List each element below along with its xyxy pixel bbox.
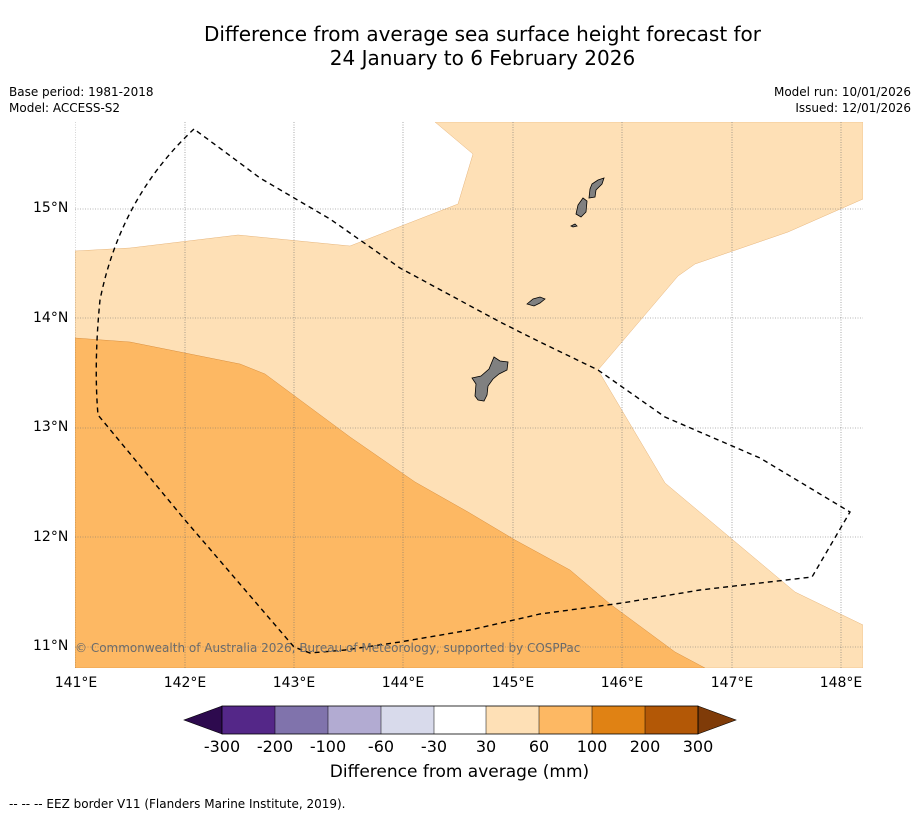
colorbar-tick: -100 [309,737,347,756]
model-run: Model run: 10/01/2026 [773,85,911,99]
island-rota [526,296,546,307]
lat-label: 12°N [33,529,69,545]
chart-title: Difference from average sea surface heig… [0,22,919,70]
colorbar-bin-8 [592,706,645,734]
meta-left: Base period: 1981-2018 Model: ACCESS-S2 [9,84,154,116]
island-saipan [588,177,605,199]
lon-label: 144°E [381,675,425,691]
colorbar-bin-1 [222,706,275,734]
anomaly-region-60-100 [75,337,706,668]
colorbar-tick: 200 [629,737,661,756]
colorbar-bin-5 [434,706,486,734]
lon-label: 143°E [272,675,316,691]
lon-label: 148°E [819,675,863,691]
colorbar-tick: 300 [682,737,714,756]
colorbar-bin-2 [275,706,328,734]
colorbar-dividers [274,706,646,734]
lon-label: 147°E [710,675,754,691]
colorbar-tick: 60 [528,737,550,756]
colorbar-tick: -60 [367,737,395,756]
island-tinian [575,197,588,218]
colorbar-tick: 100 [576,737,608,756]
colorbar-tick: -300 [203,737,241,756]
colorbar-tick: -30 [420,737,448,756]
lat-label: 15°N [33,200,69,216]
island-guam [471,356,509,402]
graticule [75,122,863,668]
colorbar-tick: 30 [475,737,497,756]
eez-legend-footer: -- -- -- EEZ border V11 (Flanders Marine… [9,797,346,811]
colorbar-bin-6 [486,706,539,734]
lon-label: 146°E [600,675,644,691]
copyright-notice: © Commonwealth of Australia 2026, Bureau… [75,641,581,655]
colorbar-tick: -200 [256,737,294,756]
title-line-1: Difference from average sea surface heig… [203,22,762,46]
colorbar-bin-7 [539,706,592,734]
colorbar-title: Difference from average (mm) [329,762,590,782]
lat-label: 13°N [33,419,69,435]
lon-label: 142°E [163,675,207,691]
model-name: Model: ACCESS-S2 [9,101,121,115]
title-line-2: 24 January to 6 February 2026 [329,46,636,70]
meta-right: Model run: 10/01/2026 Issued: 12/01/2026 [774,84,911,116]
base-period: Base period: 1981-2018 [9,85,154,99]
eez-border [95,128,851,654]
lat-label: 11°N [33,638,69,654]
colorbar-over-triangle [697,705,737,735]
colorbar-bin-3 [328,706,381,734]
colorbar-bin-4 [381,706,434,734]
lon-label: 145°E [491,675,535,691]
lon-label: 141°E [54,675,98,691]
colorbar-under-triangle [183,705,223,735]
colorbar-frame [221,705,699,735]
colorbar-bin-9 [645,706,698,734]
lat-label: 14°N [33,310,69,326]
map-area [75,122,863,668]
issued-date: Issued: 12/01/2026 [795,101,911,115]
island-aguijan [570,223,578,228]
